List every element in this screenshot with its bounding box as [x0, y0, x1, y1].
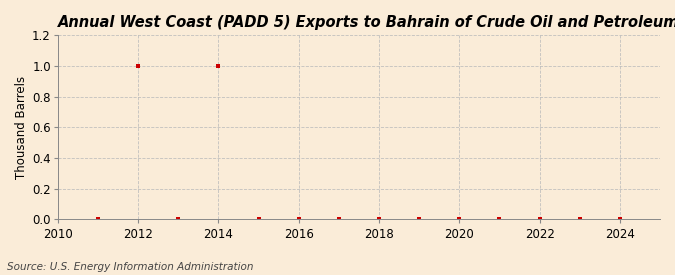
- Y-axis label: Thousand Barrels: Thousand Barrels: [15, 76, 28, 179]
- Text: Annual West Coast (PADD 5) Exports to Bahrain of Crude Oil and Petroleum Product: Annual West Coast (PADD 5) Exports to Ba…: [58, 15, 675, 30]
- Text: Source: U.S. Energy Information Administration: Source: U.S. Energy Information Administ…: [7, 262, 253, 272]
